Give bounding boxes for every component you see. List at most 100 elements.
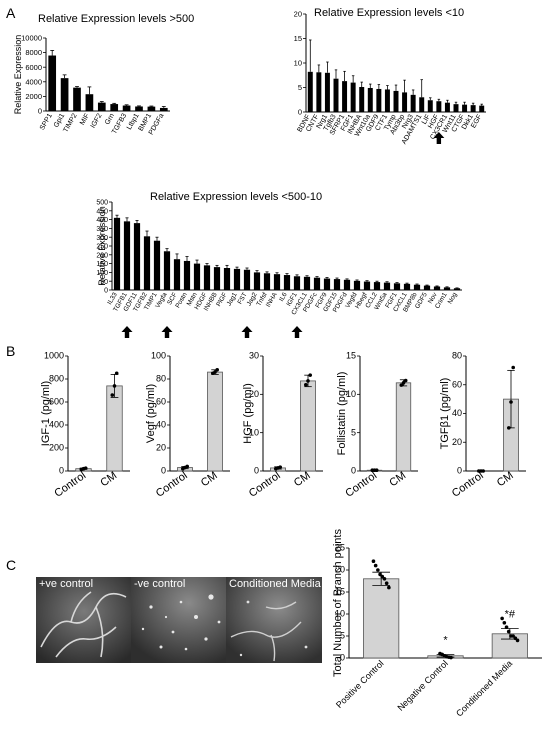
bar (393, 283, 401, 290)
y-tick-label: 10 (294, 59, 302, 68)
y-tick-label: 400 (49, 420, 64, 430)
chart-b3: 0 10 20 30 HGF (pg/ml) Control CM (242, 351, 323, 500)
y-axis-label: HGF (pg/ml) (242, 383, 254, 444)
data-point (481, 469, 486, 473)
bar (353, 280, 361, 290)
bar (462, 104, 468, 112)
data-point (515, 638, 520, 643)
y-tick-label: 350 (96, 226, 108, 233)
y-tick-label: 20 (294, 10, 302, 19)
y-tick-label: 80 (452, 351, 462, 361)
data-point (401, 381, 406, 385)
data-point (511, 634, 515, 638)
bar (85, 94, 94, 111)
data-point (513, 636, 518, 640)
y-tick-label: 8000 (25, 48, 42, 57)
bar (363, 281, 371, 290)
y-tick-label: 250 (96, 244, 108, 251)
bar (123, 221, 131, 290)
micrograph-label: Conditioned Media (229, 578, 321, 590)
category-label: Control (154, 470, 190, 500)
category-label: LIF (421, 114, 432, 126)
y-tick-label: 150 (96, 261, 108, 268)
micrograph-negative-control: -ve control (131, 577, 227, 663)
data-point (215, 368, 219, 372)
y-tick-label: 1000 (44, 351, 64, 361)
bar (273, 274, 281, 290)
data-point (278, 465, 283, 469)
bar (213, 267, 221, 290)
data-point (308, 373, 313, 377)
data-point (376, 568, 380, 572)
panel-label-c: C (6, 557, 16, 573)
y-tick-label: 80 (156, 374, 166, 384)
micrograph-label: +ve control (39, 578, 94, 590)
data-point (373, 563, 378, 568)
y-tick-label: 500 (96, 200, 108, 207)
bar (153, 240, 161, 290)
y-axis-label: Relative Expression (97, 206, 107, 286)
micrograph-image (226, 577, 322, 663)
bar (410, 94, 416, 112)
category-label: CM (199, 470, 220, 490)
data-point (449, 655, 453, 660)
bar (324, 72, 330, 112)
category-label: CM (292, 470, 313, 490)
data-point (502, 621, 507, 625)
bar (303, 276, 311, 290)
y-axis-label: Total Number of Branch points (332, 529, 344, 677)
bar (419, 97, 425, 112)
data-point (306, 379, 310, 383)
up-arrow-icon (161, 326, 173, 338)
y-axis-label: Relative Expression (13, 35, 23, 115)
bar (143, 236, 151, 290)
y-tick-label: 10000 (21, 34, 42, 43)
category-label: CM (387, 470, 408, 490)
chart-b4: 0 5 10 15 Follistatin (pg/ml) Control CM (336, 351, 418, 500)
data-point (378, 572, 382, 577)
y-axis-label: IGF-1 (pg/ml) (40, 381, 52, 446)
y-axis-label: Follistatin (pg/ml) (336, 372, 348, 456)
bar (97, 102, 106, 111)
bar (393, 90, 399, 112)
y-tick-label: 600 (49, 397, 64, 407)
bar (479, 105, 485, 112)
category-label: Control (52, 470, 88, 500)
significance-marker: *# (505, 609, 516, 621)
category-label: CM (98, 470, 119, 490)
bar (60, 78, 69, 111)
y-tick-label: 800 (49, 374, 64, 384)
bar (363, 578, 400, 659)
micrograph-positive-control: +ve control (36, 577, 132, 663)
micrograph-image (36, 577, 132, 663)
panel-label-a: A (6, 5, 16, 21)
bar (173, 259, 181, 290)
y-tick-label: 5 (340, 631, 345, 641)
bar (122, 105, 131, 111)
bar (223, 268, 231, 290)
y-tick-label: 20 (156, 443, 166, 453)
chart-b5: 0 20 40 60 80 TGFβ1 (pg/ml) Control CM (439, 351, 526, 500)
data-point (509, 400, 513, 404)
y-tick-label: 0 (457, 466, 462, 476)
chart-b1: 0 200 400 600 800 1000 IGF-1 (pg/ml) Control CM (40, 351, 130, 500)
bar (436, 101, 442, 112)
y-tick-label: 6000 (25, 63, 42, 72)
up-arrow-icon (121, 326, 133, 338)
y-tick-label: 2000 (25, 92, 42, 101)
category-label: Jag1 (226, 291, 239, 307)
bar (316, 72, 322, 112)
y-tick-label: 20 (249, 389, 259, 399)
chart-title: Relative Expression levels <10 (314, 7, 464, 19)
bar (300, 380, 316, 472)
data-point (114, 371, 119, 376)
bar (283, 275, 291, 290)
bar (110, 104, 119, 111)
data-point (511, 365, 515, 370)
bar (207, 371, 223, 472)
up-arrow-icon (291, 326, 303, 338)
bar (443, 287, 451, 290)
bar (163, 251, 171, 290)
y-tick-label: 200 (49, 443, 64, 453)
